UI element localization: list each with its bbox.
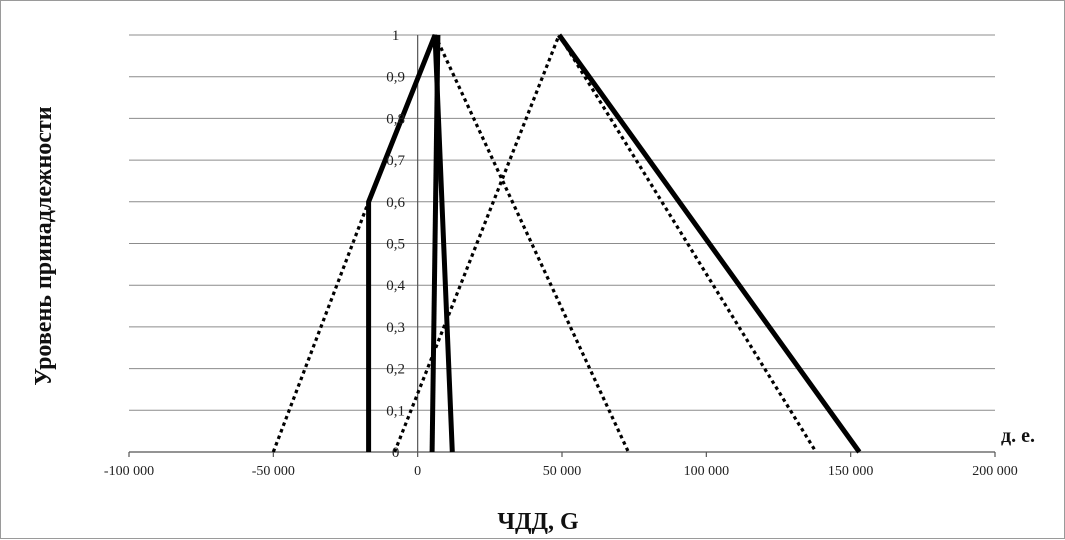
y-tick-label-2: 0,2 xyxy=(386,362,405,378)
y-tick-label-4: 0,4 xyxy=(386,278,405,294)
series-layer xyxy=(271,33,862,454)
x-tick-label-5: 150 000 xyxy=(828,464,874,479)
series-solid-line-0 xyxy=(366,34,455,453)
x-axis-title: ЧДД, G xyxy=(497,509,579,535)
y-tick-label-9: 0,9 xyxy=(386,70,405,86)
x-tick-label-4: 100 000 xyxy=(684,464,730,479)
series-solid-line-2 xyxy=(557,33,862,454)
y-tick-label-3: 0,3 xyxy=(386,320,405,336)
y-tick-labels: 0 0,1 0,2 0,3 0,4 0,5 0,6 0,7 0,8 0,9 1 xyxy=(386,28,405,461)
axes xyxy=(128,35,996,457)
series-solid-line-1 xyxy=(429,34,441,453)
y-tick-label-0: 0 xyxy=(392,445,400,461)
y-tick-label-6: 0,6 xyxy=(386,195,405,211)
x-tick-label-2: 0 xyxy=(414,464,421,479)
series-dotted-line-6 xyxy=(557,34,818,453)
y-tick-label-1: 0,1 xyxy=(386,403,405,419)
series-dotted-line-3 xyxy=(271,201,371,453)
x-tick-label-1: -50 000 xyxy=(252,464,295,479)
x-tick-label-0: -100 000 xyxy=(104,464,154,479)
y-tick-label-5: 0,5 xyxy=(386,237,405,253)
x-tick-label-6: 200 000 xyxy=(972,464,1018,479)
x-tick-labels: -100 000 -50 000 0 50 000 100 000 150 000 200 … xyxy=(104,464,1018,479)
x-unit-label: д. е. xyxy=(1001,425,1035,447)
y-tick-label-8: 0,8 xyxy=(386,111,405,127)
y-tick-label-10: 1 xyxy=(392,28,400,44)
x-tick-label-3: 50 000 xyxy=(543,464,582,479)
series-dotted-line-5 xyxy=(393,34,561,453)
y-tick-label-7: 0,7 xyxy=(386,153,405,169)
y-axis-title: Уровень принадлежности xyxy=(31,106,57,385)
gridlines xyxy=(129,34,995,411)
